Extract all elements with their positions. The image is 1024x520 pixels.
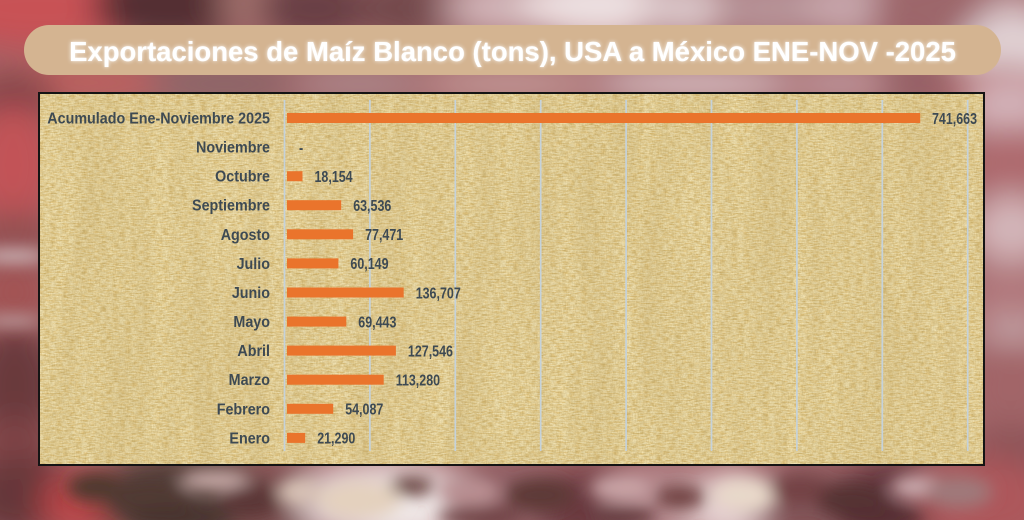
- svg-text:136,707: 136,707: [416, 285, 461, 303]
- svg-text:60,149: 60,149: [350, 256, 388, 274]
- svg-text:Agosto: Agosto: [221, 227, 270, 244]
- svg-text:54,087: 54,087: [345, 401, 383, 419]
- svg-text:Septiembre: Septiembre: [192, 198, 270, 215]
- svg-text:21,290: 21,290: [317, 430, 355, 448]
- svg-text:741,663: 741,663: [932, 110, 977, 128]
- svg-text:Julio: Julio: [237, 256, 270, 273]
- svg-text:113,280: 113,280: [396, 372, 440, 390]
- svg-text:Enero: Enero: [229, 431, 270, 448]
- svg-text:Mayo: Mayo: [233, 315, 270, 332]
- svg-text:63,536: 63,536: [353, 198, 391, 216]
- svg-text:Junio: Junio: [232, 286, 270, 303]
- svg-text:Marzo: Marzo: [229, 373, 270, 390]
- svg-text:Acumulado Ene-Noviembre 2025: Acumulado Ene-Noviembre 2025: [47, 111, 270, 128]
- svg-text:127,546: 127,546: [408, 343, 453, 361]
- svg-text:18,154: 18,154: [315, 169, 353, 187]
- svg-text:-: -: [299, 140, 303, 158]
- svg-text:Noviembre: Noviembre: [196, 140, 270, 157]
- svg-text:69,443: 69,443: [358, 314, 396, 332]
- svg-text:Abril: Abril: [237, 344, 270, 361]
- svg-text:Octubre: Octubre: [215, 169, 270, 186]
- svg-text:Febrero: Febrero: [217, 402, 270, 419]
- svg-text:77,471: 77,471: [365, 227, 403, 245]
